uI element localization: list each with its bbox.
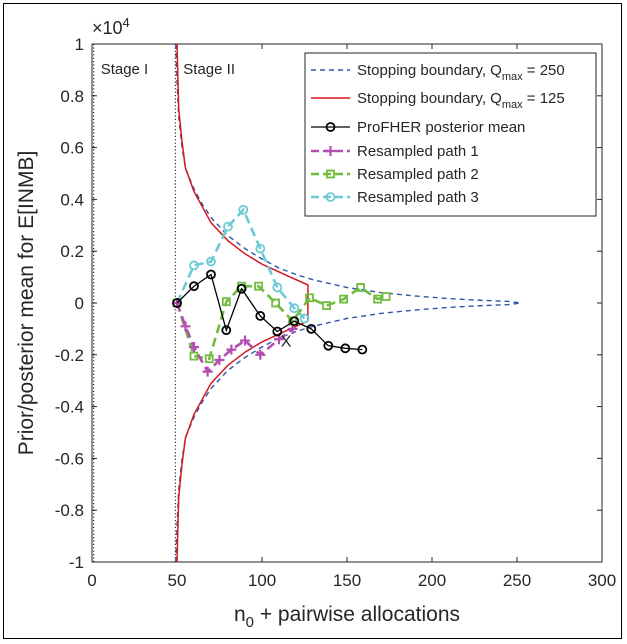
resampled-path-3-point bbox=[289, 303, 300, 314]
legend-boundary-125-label-main: Stopping boundary, Q bbox=[357, 90, 502, 107]
posterior-mean-point bbox=[323, 340, 334, 351]
x-axis-label-main: n bbox=[234, 603, 246, 626]
legend-boundary-250-label-main: Stopping boundary, Q bbox=[357, 62, 502, 79]
x-tick-label: 300 bbox=[588, 571, 616, 590]
posterior-mean-point bbox=[236, 283, 247, 294]
y-exponent-label: ×104 bbox=[92, 15, 130, 38]
figure-frame bbox=[3, 3, 622, 639]
series-group bbox=[172, 43, 521, 563]
legend-boundary-250-label-tail: = 250 bbox=[523, 62, 565, 79]
resampled-path-1-point bbox=[202, 366, 213, 377]
y-tick-label: 1 bbox=[75, 35, 84, 54]
resampled-path-3-point bbox=[255, 243, 266, 254]
legend-posterior-mean-label: ProFHER posterior mean bbox=[357, 119, 525, 136]
y-axis-label: Prior/posterior mean for E[INMB] bbox=[15, 151, 38, 456]
y-tick-label: 0.2 bbox=[60, 242, 84, 261]
x-axis-label-sub: 0 bbox=[246, 614, 254, 631]
resampled-path-3-point bbox=[189, 260, 199, 271]
y-tick-label: 0 bbox=[75, 294, 84, 313]
resampled-path-2-point bbox=[381, 292, 391, 301]
x-tick-label: 200 bbox=[418, 571, 446, 590]
path-end-annotation: X bbox=[281, 334, 292, 351]
legend-path-1-marker bbox=[325, 146, 336, 156]
resampled-path-1-point bbox=[240, 335, 250, 346]
posterior-mean-point bbox=[289, 316, 300, 327]
resampled-path-3-point bbox=[206, 256, 216, 267]
resampled-path-2-point bbox=[356, 283, 366, 292]
y-tick-label: -1 bbox=[69, 553, 84, 572]
y-tick-label: -0.6 bbox=[55, 449, 84, 468]
resampled-path-2-point bbox=[339, 294, 349, 304]
resampled-path-2-point bbox=[221, 297, 231, 307]
resampled-path-3-point bbox=[299, 313, 310, 324]
x-axis-label-rest: + pairwise allocations bbox=[254, 603, 460, 626]
posterior-mean-point bbox=[172, 298, 182, 308]
resampled-path-2-point bbox=[254, 281, 264, 291]
stage-2-label: Stage II bbox=[183, 61, 235, 78]
posterior-mean-point bbox=[357, 344, 368, 355]
posterior-mean-point bbox=[340, 343, 351, 354]
legend-boundary-125-label: Stopping boundary, Qmax = 125 bbox=[357, 90, 565, 111]
resampled-path-2-point bbox=[204, 354, 214, 364]
resampled-path-1-point bbox=[226, 344, 237, 355]
y-exponent-power: 4 bbox=[123, 15, 130, 30]
y-tick-label: -0.2 bbox=[55, 346, 84, 365]
resampled-path-3-point bbox=[272, 282, 283, 293]
resampled-path-1-point bbox=[255, 349, 266, 360]
resampled-path-2-point bbox=[322, 301, 332, 310]
legend-path-1-label: Resampled path 1 bbox=[357, 143, 479, 160]
legend-boundary-250-label: Stopping boundary, Qmax = 250 bbox=[357, 62, 565, 83]
x-tick-label: 50 bbox=[168, 571, 187, 590]
posterior-mean-point bbox=[189, 281, 199, 292]
y-tick-label: 0.8 bbox=[60, 87, 84, 106]
resampled-path-3-point bbox=[223, 221, 233, 232]
y-tick-label: -0.8 bbox=[55, 501, 84, 520]
resampled-path-1-point bbox=[189, 342, 199, 353]
resampled-path-3-line bbox=[175, 207, 306, 320]
posterior-mean-point bbox=[221, 325, 232, 336]
stage-1-label: Stage I bbox=[101, 61, 149, 78]
x-tick-label: 150 bbox=[333, 571, 361, 590]
posterior-mean-point bbox=[272, 326, 283, 337]
resampled-path-2-point bbox=[373, 294, 383, 304]
y-exponent-prefix: ×10 bbox=[92, 18, 123, 38]
resampled-path-1-point bbox=[214, 354, 225, 365]
x-axis-label: n0 + pairwise allocations bbox=[234, 603, 460, 631]
legend-path-3-marker bbox=[325, 192, 336, 202]
legend-boundary-125-label-sub: max bbox=[502, 99, 523, 111]
legend-boundary-250-label-sub: max bbox=[502, 71, 523, 83]
resampled-path-2-point bbox=[271, 298, 281, 308]
posterior-mean-point bbox=[306, 323, 317, 334]
resampled-path-2-point bbox=[189, 351, 199, 361]
legend-path-2-label: Resampled path 2 bbox=[357, 166, 479, 183]
ticks-group: 0 50 100 150 200 250 300 -1 -0.8 -0.6 -0.4 -0.2 0 0.2… bbox=[55, 35, 616, 590]
legend-path-3-label: Resampled path 3 bbox=[357, 189, 479, 206]
resampled-path-1-point bbox=[180, 321, 191, 332]
posterior-mean-point bbox=[255, 311, 266, 321]
y-tick-label: 0.4 bbox=[60, 190, 84, 209]
resampled-path-3-point bbox=[238, 204, 249, 215]
x-tick-label: 100 bbox=[248, 571, 276, 590]
legend-boundary-125-label-tail: = 125 bbox=[523, 90, 565, 107]
posterior-mean-point bbox=[206, 269, 216, 280]
resampled-path-2-point bbox=[305, 293, 315, 303]
y-tick-label: 0.6 bbox=[60, 139, 84, 158]
legend-posterior-mean-marker bbox=[325, 122, 336, 132]
x-tick-label: 250 bbox=[503, 571, 531, 590]
y-tick-label: -0.4 bbox=[55, 398, 84, 417]
legend-box bbox=[304, 52, 597, 217]
x-tick-label: 0 bbox=[87, 571, 96, 590]
legend-path-2-marker bbox=[326, 169, 335, 179]
boundary-125-upper-line bbox=[176, 43, 309, 322]
resampled-path-1-line bbox=[175, 302, 294, 374]
